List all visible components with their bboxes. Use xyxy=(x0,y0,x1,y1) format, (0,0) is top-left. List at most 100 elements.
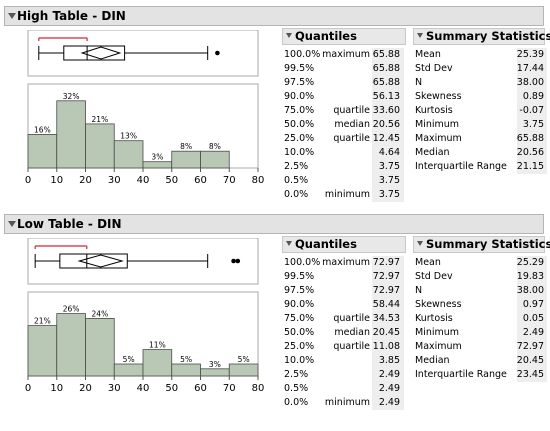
histogram-bar[interactable] xyxy=(113,140,144,169)
summary-label: Std Dev xyxy=(415,271,453,282)
quantile-percent: 50.0% xyxy=(284,327,315,338)
histogram-bar[interactable] xyxy=(85,123,115,169)
quantile-value: 20.45 xyxy=(372,327,400,338)
quantiles-header[interactable]: Quantiles xyxy=(282,28,406,45)
disclosure-triangle-icon[interactable] xyxy=(286,33,292,38)
bar-value-label: 5% xyxy=(238,355,250,364)
summary-value: 21.15 xyxy=(516,161,544,172)
histogram-bar[interactable] xyxy=(228,363,259,377)
summary-label: Median xyxy=(415,355,450,366)
summary-label: Maximum xyxy=(415,133,462,144)
histogram-bar[interactable] xyxy=(27,325,58,377)
histogram-bar[interactable] xyxy=(142,349,173,377)
quantile-label: quartile xyxy=(333,341,370,352)
quantile-percent: 0.0% xyxy=(284,189,309,200)
bar-value-label: 8% xyxy=(180,142,192,151)
value-column-shading xyxy=(372,48,404,202)
quantile-value: 58.44 xyxy=(372,299,400,310)
quantile-percent: 97.5% xyxy=(284,77,315,88)
summary-statistics-header[interactable]: Summary Statistics xyxy=(413,28,550,45)
x-tick-label: 60 xyxy=(194,175,207,186)
disclosure-triangle-icon[interactable] xyxy=(417,33,423,38)
histogram-bar[interactable] xyxy=(56,313,86,377)
bar-value-label: 3% xyxy=(209,360,221,369)
quantile-row: 97.5% 65.88 xyxy=(282,76,406,90)
quantile-percent: 100.0% xyxy=(284,49,321,60)
quantile-percent: 75.0% xyxy=(284,313,315,324)
quantile-percent: 99.5% xyxy=(284,271,315,282)
histogram-bar[interactable] xyxy=(27,134,58,169)
distribution-chart-low-table: 21% 26% 24% 5% 11% 5% 3% 5% 0 10 20 30 40 50 60 70 80 xyxy=(0,237,280,407)
histogram-bar[interactable] xyxy=(171,363,201,377)
x-tick-label: 30 xyxy=(108,383,121,394)
histogram-bar[interactable] xyxy=(200,150,230,169)
quantile-value: 20.56 xyxy=(372,119,400,130)
disclosure-triangle-icon[interactable] xyxy=(8,13,16,19)
summary-value: 38.00 xyxy=(516,285,544,296)
histogram-bar[interactable] xyxy=(113,363,144,377)
disclosure-triangle-icon[interactable] xyxy=(417,241,423,246)
summary-row: Mean 25.29 xyxy=(413,256,547,270)
summary-row: Maximum 65.88 xyxy=(413,132,547,146)
x-tick-label: 0 xyxy=(25,383,31,394)
outlier-point[interactable] xyxy=(215,50,220,56)
value-column-shading xyxy=(372,256,404,410)
quantile-percent: 0.5% xyxy=(284,175,309,186)
summary-row: Kurtosis 0.05 xyxy=(413,312,547,326)
quantile-value: 4.64 xyxy=(378,147,400,158)
x-tick-label: 20 xyxy=(79,175,92,186)
histogram-with-boxplot: 21% 26% 24% 5% 11% 5% 3% 5% 0 10 20 30 40 50 60 70 80 xyxy=(25,237,265,394)
summary-value: 2.49 xyxy=(522,327,544,338)
quantile-value: 2.49 xyxy=(378,369,400,380)
histogram-bar[interactable] xyxy=(200,368,230,377)
summary-value: -0.07 xyxy=(519,105,544,116)
quantile-percent: 75.0% xyxy=(284,105,315,116)
summary-label: N xyxy=(415,77,423,88)
quantile-row: 0.0% minimum 3.75 xyxy=(282,188,406,202)
section-header-low-table[interactable]: Low Table - DIN xyxy=(4,214,544,234)
histogram-bar[interactable] xyxy=(56,100,86,169)
summary-statistics-header[interactable]: Summary Statistics xyxy=(413,236,550,253)
quantiles-header[interactable]: Quantiles xyxy=(282,236,406,253)
outlier-point[interactable] xyxy=(235,258,241,264)
quantile-row: 2.5% 3.75 xyxy=(282,160,406,174)
section-header-high-table[interactable]: High Table - DIN xyxy=(4,6,544,26)
bar-value-label: 26% xyxy=(63,305,80,314)
quantile-value: 65.88 xyxy=(372,49,400,60)
quantile-value: 3.75 xyxy=(378,175,400,186)
summary-row: Kurtosis -0.07 xyxy=(413,104,547,118)
quantile-percent: 50.0% xyxy=(284,119,315,130)
quantile-label: minimum xyxy=(324,397,370,408)
quantiles-title: Quantiles xyxy=(295,237,357,251)
summary-value: 0.97 xyxy=(522,299,544,310)
quantile-percent: 0.5% xyxy=(284,383,309,394)
quartile-box[interactable] xyxy=(59,253,128,269)
quantile-row: 100.0% maximum 72.97 xyxy=(282,256,406,270)
distribution-chart-high-table: 16% 32% 21% 13% 3% 8% 8% 0 10 20 30 40 50 60 70 80 xyxy=(0,29,280,199)
summary-label: Interquartile Range xyxy=(415,161,507,172)
outlier-point[interactable] xyxy=(231,258,236,264)
quantile-value: 56.13 xyxy=(372,91,400,102)
disclosure-triangle-icon[interactable] xyxy=(8,221,16,227)
summary-label: Minimum xyxy=(415,327,460,338)
x-tick-label: 10 xyxy=(50,383,63,394)
quantile-percent: 0.0% xyxy=(284,397,309,408)
quantile-row: 50.0% median 20.45 xyxy=(282,326,406,340)
quantile-row: 99.5% 65.88 xyxy=(282,62,406,76)
summary-label: Maximum xyxy=(415,341,462,352)
quantile-value: 3.85 xyxy=(378,355,400,366)
disclosure-triangle-icon[interactable] xyxy=(286,241,292,246)
quantile-label: median xyxy=(334,119,370,130)
section-title: High Table - DIN xyxy=(17,9,126,23)
summary-value: 17.44 xyxy=(516,63,544,74)
quartile-box[interactable] xyxy=(63,45,126,61)
histogram-bar[interactable] xyxy=(171,150,201,169)
summary-value: 23.45 xyxy=(516,369,544,380)
x-tick-label: 80 xyxy=(252,383,265,394)
histogram-bar[interactable] xyxy=(142,161,173,169)
quantile-row: 97.5% 72.97 xyxy=(282,284,406,298)
x-tick-label: 80 xyxy=(252,175,265,186)
histogram-bar[interactable] xyxy=(85,318,115,377)
x-tick-label: 20 xyxy=(79,383,92,394)
quantile-row: 99.5% 72.97 xyxy=(282,270,406,284)
